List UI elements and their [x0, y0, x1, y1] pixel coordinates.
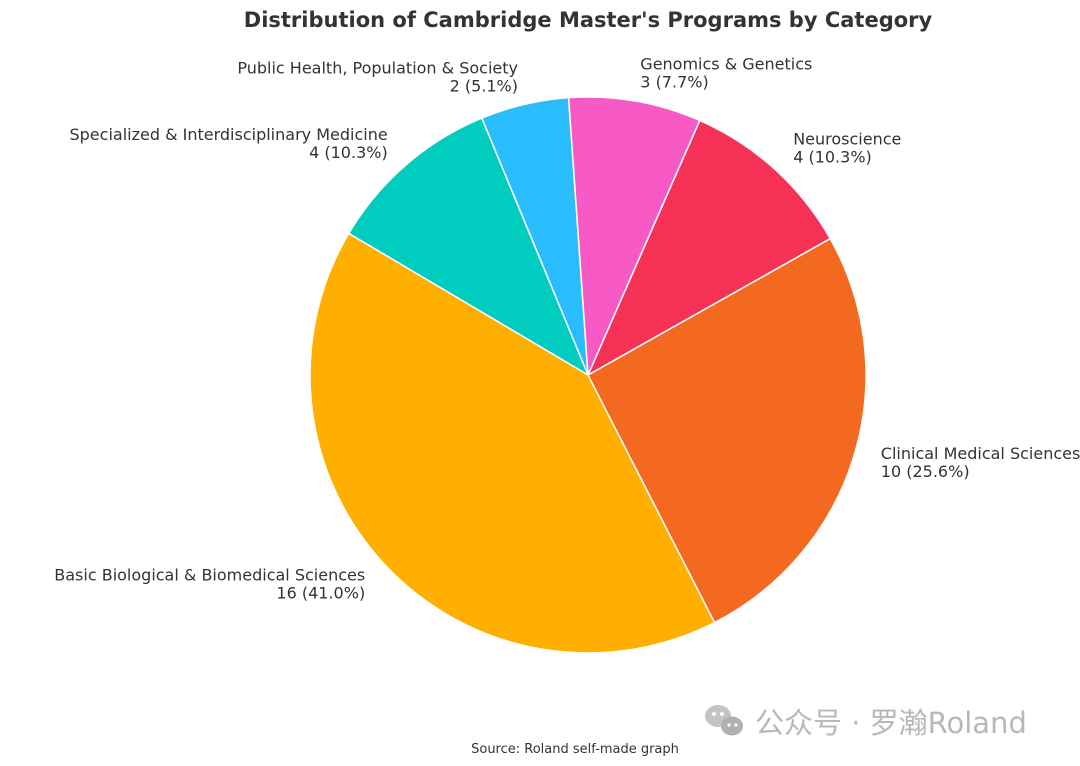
wechat-icon: [705, 705, 743, 736]
watermark: 公众号 · 罗瀚Roland: [705, 705, 1027, 740]
pie-slice-basic-biological-biomedical-sciences: [309, 232, 716, 654]
pie-slice-clinical-medical-sciences: [587, 237, 867, 624]
slice-label-value: 10 (25.6%): [881, 462, 970, 481]
pie-slice-specialized-interdisciplinary-medicine: [348, 117, 589, 376]
slice-label-name: Clinical Medical Sciences: [881, 444, 1080, 463]
slice-label-specialized-interdisciplinary-medicine: Specialized & Interdisciplinary Medicine…: [69, 125, 387, 162]
source-note: Source: Roland self-made graph: [471, 742, 679, 757]
slice-label-name: Specialized & Interdisciplinary Medicine: [69, 125, 387, 144]
slice-label-neuroscience: Neuroscience 4 (10.3%): [793, 129, 901, 166]
pie-slices: [309, 96, 867, 654]
slice-label-value: 2 (5.1%): [450, 76, 518, 95]
slice-label-value: 4 (10.3%): [309, 143, 388, 162]
slice-label-clinical-medical-sciences: Clinical Medical Sciences 10 (25.6%): [881, 444, 1080, 481]
pie-labels: Public Health, Population & Society 2 (5.…: [54, 55, 1080, 603]
chart-title: Distribution of Cambridge Master's Progr…: [244, 8, 933, 32]
pie-slice-genomics-genetics: [567, 96, 701, 376]
slice-label-value: 4 (10.3%): [793, 147, 872, 166]
slice-label-name: Basic Biological & Biomedical Sciences: [54, 566, 365, 585]
slice-label-name: Neuroscience: [793, 129, 901, 148]
slice-label-name: Public Health, Population & Society: [237, 58, 518, 77]
slice-label-name: Genomics & Genetics: [640, 55, 812, 74]
slice-label-basic-biological-biomedical-sciences: Basic Biological & Biomedical Sciences 16…: [54, 566, 365, 603]
pie-slice-neuroscience: [587, 119, 831, 376]
slice-label-genomics-genetics: Genomics & Genetics 3 (7.7%): [640, 55, 812, 92]
watermark-text: 公众号 · 罗瀚Roland: [755, 706, 1027, 740]
slice-label-value: 16 (41.0%): [276, 584, 365, 603]
slice-label-value: 3 (7.7%): [640, 73, 708, 92]
slice-label-public-health-population-society: Public Health, Population & Society 2 (5.…: [237, 58, 518, 95]
